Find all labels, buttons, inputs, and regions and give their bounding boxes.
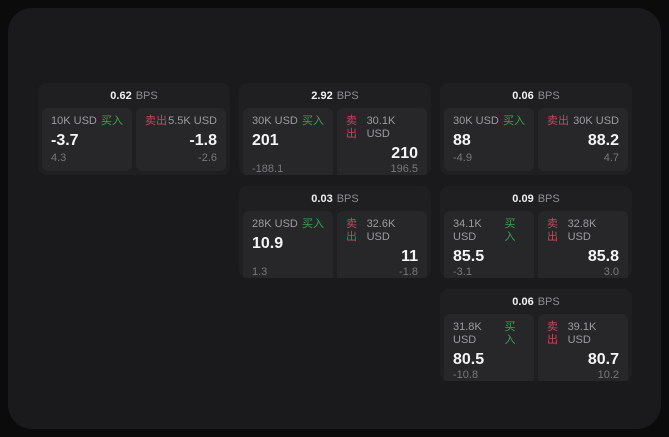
sell-change: -1.8 [399, 266, 418, 278]
buy-label: 买入 [504, 321, 516, 346]
buy-panel[interactable]: 31.8K USD 买入 80.5 -10.8 [444, 314, 534, 381]
quote-body: 10K USD 买入 -3.7 4.3 卖出 5.5K USD -1.8 -2.… [38, 108, 230, 175]
quote-card: 0.06 BPS 30K USD 买入 88 -4.9 卖出 30K USD [440, 83, 632, 175]
sell-change: -2.6 [198, 152, 217, 164]
quote-body: 31.8K USD 买入 80.5 -10.8 卖出 39.1K USD 80.… [440, 314, 632, 381]
spread-unit: BPS [537, 192, 560, 205]
sell-panel[interactable]: 卖出 39.1K USD 80.7 10.2 [538, 314, 628, 381]
quotes-panel: 0.62 BPS 10K USD 买入 -3.7 4.3 卖出 5.5K USD [8, 8, 661, 429]
buy-amount: 10K USD [51, 115, 97, 127]
spread-unit: BPS [537, 295, 560, 308]
spread-header: 2.92 BPS [239, 83, 431, 108]
buy-change: -3.1 [453, 266, 472, 278]
buy-amount: 34.1K USD [453, 218, 482, 243]
sell-panel[interactable]: 卖出 32.6K USD 11 -1.8 [337, 211, 427, 278]
spread-unit: BPS [336, 89, 359, 102]
buy-label: 买入 [504, 218, 516, 243]
buy-amount: 30K USD [252, 115, 298, 127]
buy-panel[interactable]: 34.1K USD 买入 85.5 -3.1 [444, 211, 534, 278]
buy-panel[interactable]: 30K USD 买入 88 -4.9 [444, 108, 534, 171]
buy-panel[interactable]: 10K USD 买入 -3.7 4.3 [42, 108, 132, 171]
sell-price: 80.7 [587, 351, 619, 368]
sell-change: 10.2 [597, 369, 619, 381]
sell-change: 196.5 [390, 163, 418, 175]
sell-amount: 5.5K USD [168, 115, 217, 127]
sell-label: 卖出 [547, 218, 558, 243]
sell-price: -1.8 [189, 132, 217, 149]
spread-unit: BPS [537, 89, 560, 102]
spread-header: 0.09 BPS [440, 186, 632, 211]
spread-value: 0.06 [512, 295, 534, 308]
buy-price: -3.7 [51, 132, 79, 149]
sell-panel[interactable]: 卖出 32.8K USD 85.8 3.0 [538, 211, 628, 278]
buy-label: 买入 [302, 218, 324, 230]
buy-label: 买入 [101, 115, 123, 127]
sell-price: 11 [401, 248, 418, 265]
buy-change: 1.3 [252, 266, 268, 278]
quote-body: 30K USD 买入 88 -4.9 卖出 30K USD 88.2 4.7 [440, 108, 632, 175]
quote-body: 30K USD 买入 201 -188.1 卖出 30.1K USD 210 1… [239, 108, 431, 175]
sell-panel[interactable]: 卖出 30K USD 88.2 4.7 [538, 108, 628, 171]
sell-amount: 30K USD [573, 115, 619, 127]
sell-amount: 32.8K USD [567, 218, 597, 243]
buy-amount: 28K USD [252, 218, 298, 230]
buy-price: 88 [453, 132, 471, 149]
spread-header: 0.62 BPS [38, 83, 230, 108]
buy-change: -4.9 [453, 152, 472, 164]
buy-panel[interactable]: 28K USD 买入 10.9 1.3 [243, 211, 333, 278]
sell-panel[interactable]: 卖出 5.5K USD -1.8 -2.6 [136, 108, 226, 171]
sell-amount: 32.6K USD [366, 218, 396, 243]
buy-price: 10.9 [252, 235, 284, 252]
spread-value: 2.92 [311, 89, 333, 102]
sell-price: 88.2 [587, 132, 619, 149]
buy-label: 买入 [503, 115, 525, 127]
buy-price: 80.5 [453, 351, 485, 368]
quote-card: 2.92 BPS 30K USD 买入 201 -188.1 卖出 30.1K … [239, 83, 431, 175]
buy-amount: 31.8K USD [453, 321, 482, 346]
sell-panel[interactable]: 卖出 30.1K USD 210 196.5 [337, 108, 427, 175]
spread-value: 0.06 [512, 89, 534, 102]
quote-body: 34.1K USD 买入 85.5 -3.1 卖出 32.8K USD 85.8… [440, 211, 632, 278]
spread-value: 0.03 [311, 192, 333, 205]
sell-amount: 30.1K USD [366, 115, 396, 140]
buy-change: -10.8 [453, 369, 479, 381]
buy-label: 买入 [302, 115, 324, 127]
quote-card: 0.03 BPS 28K USD 买入 10.9 1.3 卖出 32.6K US… [239, 186, 431, 278]
spread-value: 0.62 [110, 89, 132, 102]
spread-unit: BPS [336, 192, 359, 205]
quote-card: 0.06 BPS 31.8K USD 买入 80.5 -10.8 卖出 39.1… [440, 289, 632, 381]
buy-change: 4.3 [51, 152, 67, 164]
sell-amount: 39.1K USD [567, 321, 597, 346]
spread-value: 0.09 [512, 192, 534, 205]
buy-amount: 30K USD [453, 115, 499, 127]
sell-label: 卖出 [547, 115, 569, 127]
spread-header: 0.03 BPS [239, 186, 431, 211]
sell-price: 210 [391, 145, 418, 162]
sell-label: 卖出 [547, 321, 558, 346]
buy-price: 85.5 [453, 248, 485, 265]
quote-cards-grid: 0.62 BPS 10K USD 买入 -3.7 4.3 卖出 5.5K USD [38, 83, 632, 381]
sell-label: 卖出 [346, 218, 357, 243]
sell-label: 卖出 [346, 115, 357, 140]
sell-label: 卖出 [145, 115, 167, 127]
quote-card: 0.62 BPS 10K USD 买入 -3.7 4.3 卖出 5.5K USD [38, 83, 230, 175]
buy-change: -188.1 [252, 163, 284, 175]
spread-header: 0.06 BPS [440, 289, 632, 314]
sell-change: 3.0 [603, 266, 619, 278]
spread-header: 0.06 BPS [440, 83, 632, 108]
buy-panel[interactable]: 30K USD 买入 201 -188.1 [243, 108, 333, 175]
quote-card: 0.09 BPS 34.1K USD 买入 85.5 -3.1 卖出 32.8K… [440, 186, 632, 278]
spread-unit: BPS [135, 89, 158, 102]
sell-price: 85.8 [587, 248, 619, 265]
quote-body: 28K USD 买入 10.9 1.3 卖出 32.6K USD 11 -1.8 [239, 211, 431, 278]
sell-change: 4.7 [603, 152, 619, 164]
buy-price: 201 [252, 132, 279, 149]
